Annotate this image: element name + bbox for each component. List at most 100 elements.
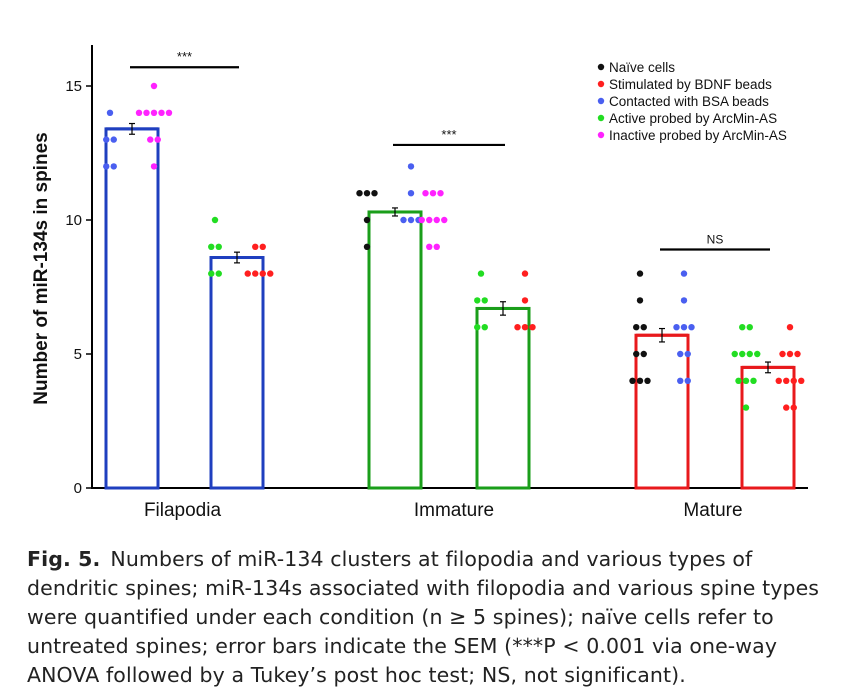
data-point xyxy=(252,270,259,277)
data-point xyxy=(636,270,644,277)
data-point xyxy=(407,163,415,170)
data-point xyxy=(474,324,481,331)
data-point xyxy=(786,350,794,358)
data-point xyxy=(731,350,738,358)
data-point xyxy=(775,377,782,384)
data-point xyxy=(215,243,222,250)
data-point xyxy=(739,350,746,358)
data-point xyxy=(103,163,110,170)
data-point xyxy=(106,109,114,117)
data-point xyxy=(363,243,371,250)
data-point xyxy=(426,216,433,224)
data-point xyxy=(633,350,640,358)
data-point xyxy=(746,350,753,358)
data-point xyxy=(688,324,695,331)
legend-marker xyxy=(597,131,605,139)
data-point xyxy=(433,243,440,250)
caption-label: Fig. 5. xyxy=(27,547,101,571)
legend-label: Naïve cells xyxy=(609,60,675,75)
data-point xyxy=(252,243,259,250)
data-point xyxy=(735,377,742,384)
data-point xyxy=(110,136,117,143)
figure-caption: Fig. 5. Numbers of miR-134 clusters at fi… xyxy=(27,545,827,690)
data-point xyxy=(371,190,378,197)
legend-marker xyxy=(597,114,605,122)
data-point xyxy=(429,190,437,197)
data-point xyxy=(208,243,215,250)
legend-label: Contacted with BSA beads xyxy=(609,94,769,109)
bar xyxy=(209,256,265,490)
bar xyxy=(104,127,160,490)
legend-label: Inactive probed by ArcMin-AS xyxy=(609,128,787,143)
data-point xyxy=(407,216,415,224)
data-point xyxy=(680,270,688,277)
data-point xyxy=(103,136,110,143)
data-point xyxy=(684,350,691,358)
data-point xyxy=(165,109,173,117)
data-point xyxy=(750,377,757,384)
data-point xyxy=(790,377,797,384)
data-point xyxy=(363,216,371,224)
data-point xyxy=(783,377,790,384)
data-point xyxy=(441,216,448,224)
legend-marker xyxy=(597,80,605,88)
data-point xyxy=(418,216,425,224)
data-point xyxy=(135,109,143,117)
data-point xyxy=(754,350,761,358)
legend-marker xyxy=(597,63,605,71)
x-category-label: Mature xyxy=(683,500,742,521)
data-point xyxy=(407,190,415,197)
data-point xyxy=(422,190,429,197)
x-category-label: Immature xyxy=(414,500,494,521)
significance-label: NS xyxy=(707,232,724,246)
data-point xyxy=(794,350,801,358)
data-point xyxy=(514,324,521,331)
data-point xyxy=(433,216,440,224)
data-point xyxy=(356,190,363,197)
significance-label: *** xyxy=(441,127,456,142)
data-point xyxy=(158,109,165,117)
data-point xyxy=(798,377,805,384)
data-point xyxy=(636,297,644,304)
bar xyxy=(740,365,796,490)
data-point xyxy=(211,216,219,224)
y-tick-label: 15 xyxy=(65,78,82,95)
caption-text: Numbers of miR-134 clusters at filopodia… xyxy=(27,547,820,687)
data-point xyxy=(742,404,750,411)
legend-label: Stimulated by BDNF beads xyxy=(609,77,772,92)
significance-label: *** xyxy=(177,49,192,64)
data-point xyxy=(783,404,790,411)
data-point xyxy=(150,82,158,90)
bar xyxy=(475,306,531,490)
data-point xyxy=(640,350,647,358)
data-point xyxy=(477,270,485,277)
data-point xyxy=(259,270,266,277)
data-point xyxy=(474,297,481,304)
x-category-label: Filapodia xyxy=(144,500,222,521)
data-point xyxy=(529,324,536,331)
y-tick-label: 10 xyxy=(65,212,82,229)
data-point xyxy=(437,190,444,197)
data-point xyxy=(400,216,407,224)
data-point xyxy=(673,324,680,331)
data-point xyxy=(684,377,691,384)
data-point xyxy=(640,324,647,331)
data-point xyxy=(790,404,797,411)
data-point xyxy=(244,270,251,277)
y-axis-label: Number of miR-134s in spines xyxy=(31,132,52,404)
data-point xyxy=(739,324,746,331)
data-point xyxy=(481,324,488,331)
data-point xyxy=(742,377,750,384)
data-point xyxy=(215,270,222,277)
data-point xyxy=(481,297,488,304)
data-point xyxy=(680,324,688,331)
data-point xyxy=(150,109,158,117)
data-point xyxy=(521,270,529,277)
data-point xyxy=(677,377,684,384)
chart: 0 5 10 15 Number of miR-134s in spines Filapo… xyxy=(31,45,808,521)
data-point xyxy=(363,190,371,197)
data-point xyxy=(110,163,117,170)
data-point xyxy=(208,270,215,277)
data-point xyxy=(426,243,433,250)
data-point xyxy=(259,243,266,250)
